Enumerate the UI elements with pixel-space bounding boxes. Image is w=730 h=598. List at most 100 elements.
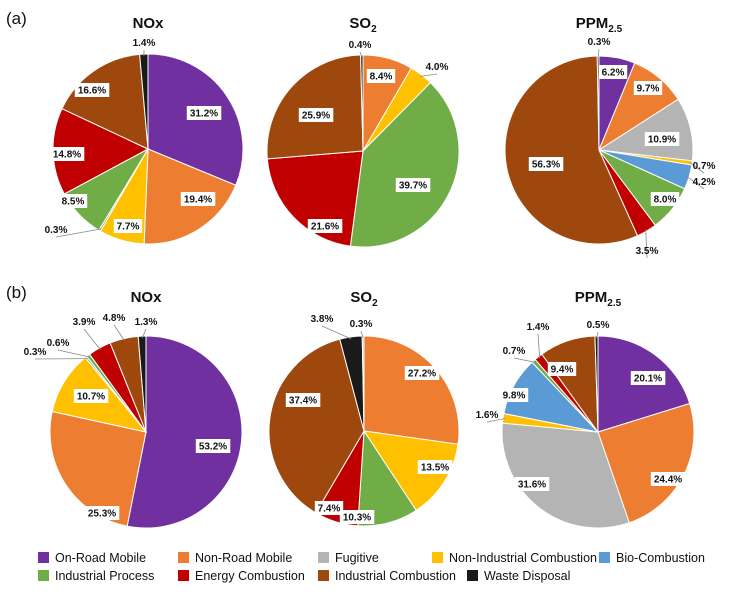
pie-data-label: 8.0%	[654, 195, 677, 206]
pie-slice-on-road-mobile	[126, 335, 243, 529]
legend-swatch	[178, 552, 189, 563]
pie-slice-waste-disposal	[360, 54, 364, 152]
pie-data-label-box	[547, 362, 577, 376]
legend-item-industrial-combustion: Industrial Combustion	[318, 569, 456, 583]
legend-label: Non-Road Mobile	[195, 551, 292, 565]
pie-slice-waste-disposal	[137, 335, 147, 433]
pie-leader-line	[513, 357, 535, 363]
pie-data-label: 3.8%	[311, 314, 334, 325]
pie-data-label-box	[630, 371, 666, 385]
legend-swatch	[38, 570, 49, 581]
pie-data-label-box	[195, 439, 231, 453]
pie-chart-5: SO2 27.2% 13.5% 10.3%7.4% 37.4% 3.8% 0.3%	[268, 289, 460, 527]
legend-label: On-Road Mobile	[55, 551, 146, 565]
legend-label: Energy Combustion	[195, 569, 305, 583]
pie-data-label: 0.5%	[587, 320, 610, 331]
pie-data-label-box	[395, 178, 431, 192]
pie-title: SO2	[350, 289, 378, 309]
pie-data-label: 56.3%	[532, 160, 560, 171]
pie-data-label: 4.8%	[103, 313, 126, 324]
pie-data-label: 7.4%	[318, 504, 341, 515]
pie-data-label-box	[650, 192, 680, 206]
pie-data-label: 3.9%	[73, 317, 96, 328]
pie-leader-line	[689, 162, 705, 174]
pie-data-label: 6.2%	[602, 68, 625, 79]
pie-data-label: 9.7%	[637, 84, 660, 95]
pie-data-label: 1.3%	[135, 317, 158, 328]
pie-data-label-box	[74, 83, 110, 97]
pie-data-label: 21.6%	[311, 222, 339, 233]
pie-data-label: 1.4%	[133, 38, 156, 49]
legend-item-energy-combustion: Energy Combustion	[178, 569, 305, 583]
legend-swatch	[318, 570, 329, 581]
pie-slice-fugitive	[501, 422, 630, 529]
pie-slice-industrial-combustion	[504, 55, 639, 245]
pie-slice-non-road-mobile	[363, 335, 460, 445]
legend-swatch	[318, 552, 329, 563]
pie-data-label-box	[113, 219, 143, 233]
pie-title-subscript: 2.5	[607, 298, 621, 309]
pie-slice-waste-disposal	[594, 335, 599, 433]
pie-chart-6: PPM2.5 20.1% 24.4% 31.6% 1.6% 9.8% 0.7% 1.4% 9.4…	[476, 289, 695, 529]
pie-data-label-box	[598, 65, 628, 79]
pie-data-label-box	[84, 506, 120, 520]
pie-data-label-box	[650, 472, 686, 486]
pie-data-label: 0.4%	[349, 40, 372, 51]
pie-title-subscript: 2.5	[608, 24, 622, 35]
pie-data-label: 53.2%	[199, 442, 227, 453]
legend-label: Non-Industrial Combustion	[449, 551, 597, 565]
pie-title: PPM2.5	[576, 15, 623, 35]
pie-data-label-box	[73, 389, 109, 403]
pie-data-label: 14.8%	[53, 150, 81, 161]
panel-label-a: (a)	[6, 9, 27, 28]
pie-data-label: 37.4%	[289, 396, 317, 407]
legend-swatch	[432, 552, 443, 563]
pie-title-text: PPM	[576, 15, 609, 32]
pie-data-label: 20.1%	[634, 374, 662, 385]
pie-data-label-box	[49, 147, 85, 161]
pie-data-label: 1.4%	[527, 322, 550, 333]
pies: NOx 31.2% 19.4% 7.7% 0.3% 8.5% 14.8% 16.6% 1.4% S…	[24, 15, 716, 529]
pie-slice-non-industrial-combustion	[362, 430, 459, 512]
pie-leader-line	[645, 229, 648, 259]
pie-data-label-box	[404, 366, 440, 380]
pie-data-label: 9.8%	[503, 391, 526, 402]
pie-data-label-box	[339, 510, 375, 524]
pie-data-label-box	[633, 81, 663, 95]
pie-data-label-box	[186, 106, 222, 120]
legend-label: Bio-Combustion	[616, 551, 705, 565]
pie-data-label: 1.6%	[476, 410, 499, 421]
pie-data-label: 3.5%	[636, 246, 659, 257]
legend-item-on-road-mobile: On-Road Mobile	[38, 551, 146, 565]
pie-leader-line	[359, 51, 363, 58]
pie-data-label-box	[285, 393, 321, 407]
pie-data-label: 25.3%	[88, 509, 116, 520]
pie-leader-line	[55, 228, 101, 238]
pie-slice-industrial-combustion	[61, 53, 149, 150]
pie-leader-line	[486, 418, 506, 423]
pie-leader-line	[113, 324, 125, 341]
pie-chart-3: PPM2.5 6.2% 9.7% 10.9% 0.7% 4.2% 8.0% 3.5% 56.3%…	[504, 15, 716, 259]
pie-data-label: 25.9%	[302, 111, 330, 122]
panel-label-b: (b)	[6, 283, 27, 302]
pie-data-label-box	[644, 132, 680, 146]
pie-slice-industrial-combustion	[266, 54, 364, 160]
pie-leader-line	[360, 330, 364, 339]
pie-data-label: 0.3%	[350, 319, 373, 330]
pie-title-subscript: 2	[372, 298, 378, 309]
legend: On-Road Mobile Non-Road Mobile Fugitive Non…	[38, 551, 705, 583]
legend-label: Industrial Combustion	[335, 569, 456, 583]
pie-data-label: 0.7%	[503, 346, 526, 357]
pie-data-label: 0.3%	[45, 225, 68, 236]
pie-data-label-box	[307, 219, 343, 233]
legend-swatch	[38, 552, 49, 563]
pie-chart-4: NOx 53.2% 25.3% 10.7% 0.3%0.6%3.9% 4.8% 1.3%	[24, 289, 243, 529]
pie-data-label-box	[499, 388, 529, 402]
legend-label: Fugitive	[335, 551, 379, 565]
pie-data-label: 0.7%	[693, 161, 716, 172]
pie-data-label: 7.7%	[117, 222, 140, 233]
pie-leader-line	[686, 176, 705, 190]
pie-data-label-box	[528, 157, 564, 171]
pie-data-label: 8.5%	[62, 197, 85, 208]
